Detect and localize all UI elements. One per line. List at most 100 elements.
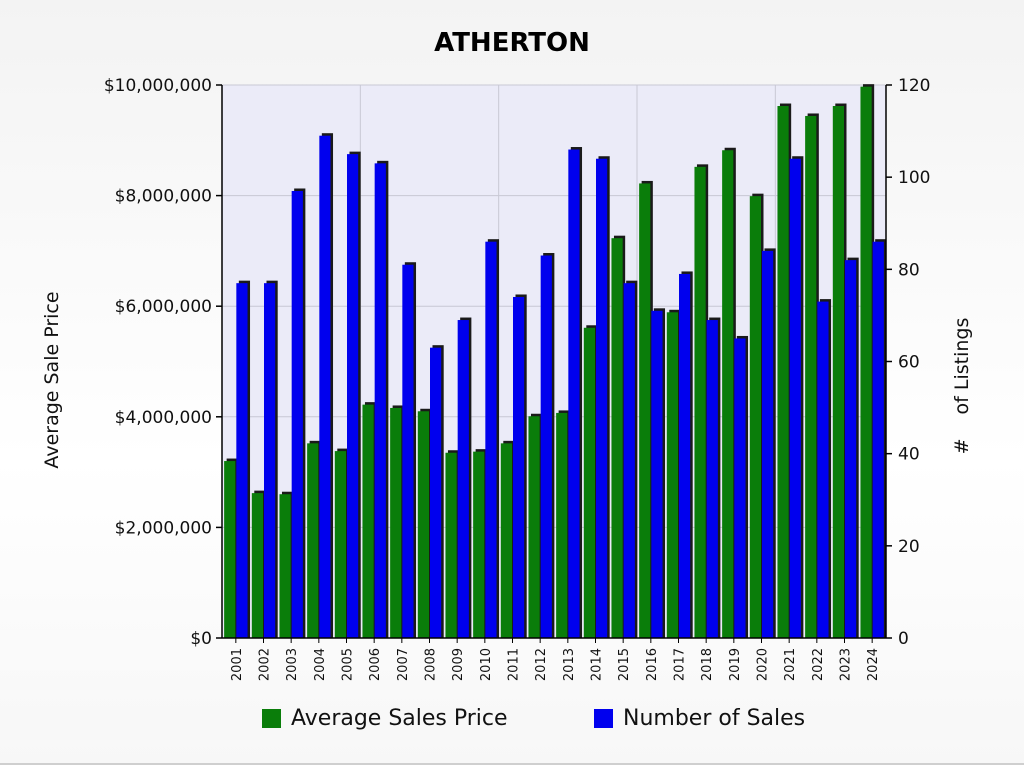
bar-number-of-sales[interactable] — [789, 158, 801, 638]
bottom-divider — [0, 763, 1024, 765]
bar-average-sales-price[interactable] — [362, 404, 374, 638]
bar-average-sales-price[interactable] — [639, 183, 651, 638]
right-axis-tick-label: 60 — [898, 353, 920, 373]
bar-average-sales-price[interactable] — [224, 461, 236, 638]
bar-average-sales-price[interactable] — [832, 106, 844, 639]
left-axis-tick-label: $2,000,000 — [115, 518, 212, 538]
bar-average-sales-price[interactable] — [666, 312, 678, 638]
right-axis-tick-label: 120 — [898, 76, 930, 96]
bar-number-of-sales[interactable] — [568, 149, 580, 638]
x-axis-tick-label: 2019 — [728, 648, 743, 681]
x-axis-tick-label: 2012 — [534, 648, 549, 681]
bar-number-of-sales[interactable] — [402, 264, 414, 638]
x-axis-tick-label: 2023 — [839, 648, 854, 681]
bar-number-of-sales[interactable] — [679, 273, 691, 638]
right-axis-title-hash: # — [951, 438, 973, 455]
x-axis-tick-label: 2002 — [258, 648, 273, 681]
bar-average-sales-price[interactable] — [528, 416, 540, 638]
bar-number-of-sales[interactable] — [264, 283, 276, 638]
bar-number-of-sales[interactable] — [236, 283, 248, 638]
x-axis-tick-label: 2014 — [590, 648, 605, 681]
right-axis-tick-label: 100 — [898, 168, 930, 188]
bar-number-of-sales[interactable] — [319, 135, 331, 639]
bar-average-sales-price[interactable] — [251, 493, 263, 638]
bar-average-sales-price[interactable] — [390, 407, 402, 638]
x-axis-tick-label: 2022 — [811, 648, 826, 681]
right-axis-title-text: of Listings — [951, 317, 973, 415]
bar-average-sales-price[interactable] — [445, 452, 457, 638]
x-axis-tick-label: 2009 — [451, 648, 466, 681]
left-axis-tick-label: $4,000,000 — [115, 408, 212, 428]
x-axis-tick-label: 2006 — [368, 648, 383, 681]
bar-average-sales-price[interactable] — [611, 238, 623, 638]
legend-swatch-green — [262, 709, 281, 728]
bar-number-of-sales[interactable] — [706, 320, 718, 638]
x-axis-tick-label: 2018 — [700, 648, 715, 681]
x-axis-tick-label: 2004 — [313, 648, 328, 681]
bar-number-of-sales[interactable] — [430, 347, 442, 638]
legend-item-number-of-sales[interactable]: Number of Sales — [594, 706, 805, 731]
x-axis-tick-label: 2015 — [617, 648, 632, 681]
bar-average-sales-price[interactable] — [556, 412, 568, 638]
bar-average-sales-price[interactable] — [583, 327, 595, 638]
left-axis-tick-label: $8,000,000 — [115, 187, 212, 207]
legend-label: Average Sales Price — [291, 706, 508, 731]
bar-number-of-sales[interactable] — [596, 158, 608, 638]
chart-title: ATHERTON — [434, 28, 590, 58]
right-axis-tick-label: 40 — [898, 445, 920, 465]
left-axis-tick-label: $0 — [190, 629, 212, 649]
bar-number-of-sales[interactable] — [291, 190, 303, 638]
bar-number-of-sales[interactable] — [651, 310, 663, 638]
legend-label: Number of Sales — [623, 706, 806, 731]
bar-number-of-sales[interactable] — [817, 301, 829, 638]
left-axis-tick-label: $6,000,000 — [115, 297, 212, 317]
x-axis-tick-label: 2003 — [285, 648, 300, 681]
x-axis-tick-label: 2013 — [562, 648, 577, 681]
bar-average-sales-price[interactable] — [805, 115, 817, 638]
legend-item-average-sales-price[interactable]: Average Sales Price — [262, 706, 508, 731]
right-axis-title: # of Listings — [951, 318, 973, 455]
bar-average-sales-price[interactable] — [777, 106, 789, 639]
bar-number-of-sales[interactable] — [374, 163, 386, 638]
x-axis-tick-label: 2005 — [341, 648, 356, 681]
bar-number-of-sales[interactable] — [457, 320, 469, 638]
bar-average-sales-price[interactable] — [307, 443, 319, 638]
bar-average-sales-price[interactable] — [417, 411, 429, 638]
bar-average-sales-price[interactable] — [860, 86, 872, 638]
bar-average-sales-price[interactable] — [279, 494, 291, 638]
right-axis-tick-label: 0 — [898, 629, 909, 649]
bar-number-of-sales[interactable] — [734, 338, 746, 638]
bar-average-sales-price[interactable] — [749, 196, 761, 638]
left-axis-title: Average Sale Price — [41, 291, 63, 469]
left-axis-tick-label: $10,000,000 — [104, 76, 212, 96]
x-axis-tick-label: 2010 — [479, 648, 494, 681]
bar-number-of-sales[interactable] — [485, 241, 497, 638]
bar-number-of-sales[interactable] — [845, 260, 857, 638]
x-axis-tick-label: 2016 — [645, 648, 660, 681]
bar-number-of-sales[interactable] — [347, 154, 359, 638]
bar-average-sales-price[interactable] — [500, 443, 512, 638]
x-axis-tick-label: 2007 — [396, 648, 411, 681]
bar-number-of-sales[interactable] — [540, 255, 552, 638]
x-axis-tick-label: 2008 — [424, 648, 439, 681]
x-axis-tick-label: 2011 — [507, 648, 522, 681]
bar-average-sales-price[interactable] — [694, 166, 706, 638]
bar-number-of-sales[interactable] — [623, 283, 635, 638]
bar-number-of-sales[interactable] — [872, 241, 884, 638]
legend-swatch-blue — [594, 709, 613, 728]
x-axis-tick-label: 2017 — [673, 648, 688, 681]
bar-average-sales-price[interactable] — [722, 150, 734, 638]
bar-number-of-sales[interactable] — [762, 250, 774, 638]
bar-average-sales-price[interactable] — [473, 451, 485, 638]
x-axis-tick-label: 2024 — [866, 648, 881, 681]
x-axis-tick-label: 2021 — [783, 648, 798, 681]
right-axis-tick-label: 20 — [898, 537, 920, 557]
bar-average-sales-price[interactable] — [334, 451, 346, 638]
legend: Average Sales Price Number of Sales — [0, 706, 1024, 738]
right-axis-tick-label: 80 — [898, 260, 920, 280]
bar-number-of-sales[interactable] — [513, 296, 525, 638]
x-axis-tick-label: 2001 — [230, 648, 245, 681]
x-axis-tick-label: 2020 — [756, 648, 771, 681]
